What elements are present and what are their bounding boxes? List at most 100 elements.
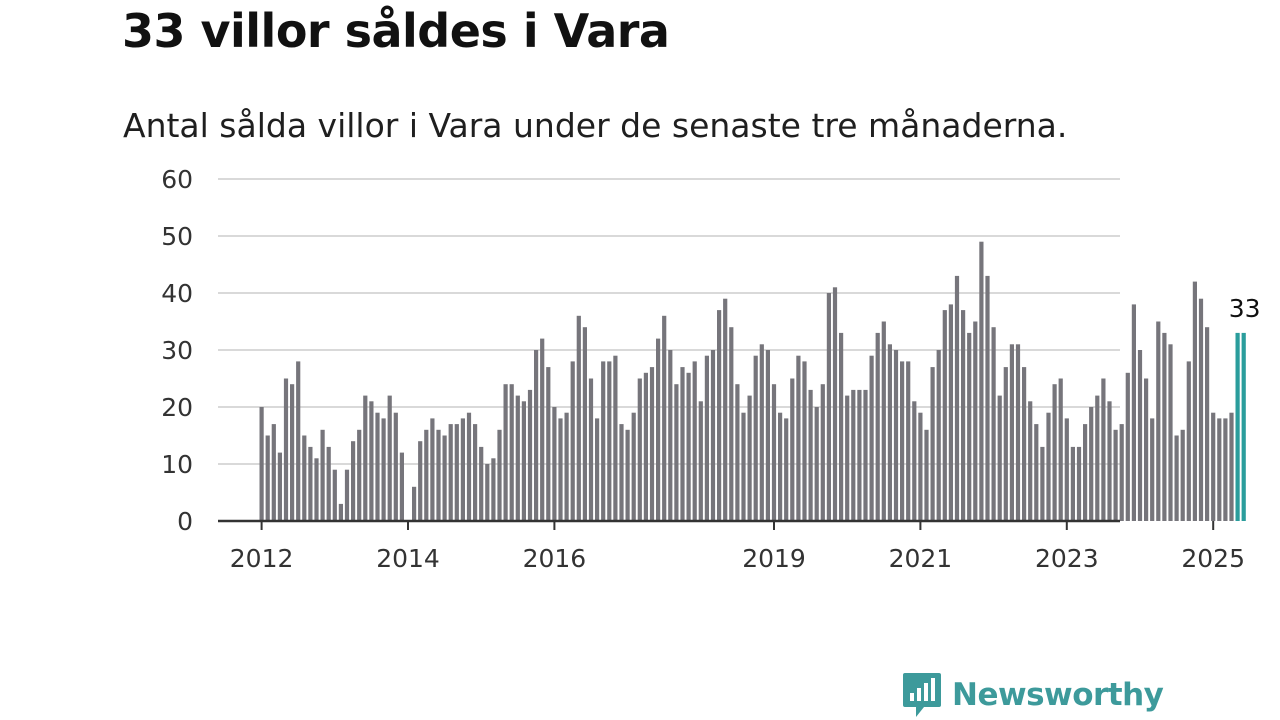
bar [283,378,289,521]
x-tick-label: 2014 [376,544,440,573]
bar [753,355,758,521]
bar [900,361,905,521]
bar [546,367,551,521]
bar [954,275,960,521]
bar [1107,401,1112,521]
bar [1119,424,1124,521]
bar [967,332,972,521]
y-tick-label: 10 [161,450,193,479]
bar [1009,344,1014,521]
bar [686,372,691,521]
bar [924,429,929,521]
bar [1113,429,1118,521]
bar [601,361,606,521]
bar [1168,344,1173,521]
bar [479,446,484,521]
bar [369,401,374,521]
bar [765,350,770,521]
bar [698,401,703,521]
bar [1125,372,1130,521]
bar [729,327,734,521]
bar [832,287,838,521]
bar [1040,446,1045,521]
bar [918,412,923,521]
bar [1144,378,1149,521]
newsworthy-logo: Newsworthy [902,671,1164,719]
bar [351,441,356,521]
bar [784,418,789,521]
chart-subtitle: Antal sålda villor i Vara under de senas… [123,106,1068,145]
bar [1217,418,1222,521]
bar [1131,304,1136,521]
bar [534,350,539,521]
bar [668,350,673,521]
bar [497,429,502,521]
bar [857,389,862,521]
bar [613,355,618,521]
bar [473,424,478,521]
bar [436,429,441,521]
bar [790,378,795,521]
bar [631,412,636,521]
bar [1174,435,1179,521]
bar [430,418,435,521]
bar [961,310,966,521]
bar [1015,344,1021,521]
x-tick-label: 2016 [523,544,587,573]
bar [808,389,813,521]
bar [582,327,587,521]
bar [643,372,648,521]
bar [320,429,325,521]
x-tick-label: 2025 [1181,544,1245,573]
bar [1162,332,1167,521]
bar [710,350,716,521]
bar [1192,281,1197,521]
bar [521,401,526,521]
bar [1058,378,1063,521]
bar [1028,401,1033,521]
x-tick-label: 2023 [1035,544,1099,573]
bar [1198,298,1204,521]
bar [302,435,307,521]
bar [290,384,295,521]
bar [1076,446,1082,521]
bar [741,412,746,521]
chart-title: 33 villor såldes i Vara [122,4,670,58]
bar [527,389,533,521]
y-tick-label: 60 [161,165,193,194]
bar [1052,384,1057,521]
bar [393,412,398,521]
bar [973,321,978,521]
bar [906,361,911,521]
bar [735,384,740,521]
bar [1095,395,1100,521]
bar [1229,412,1234,521]
bar [552,407,557,521]
bar [460,418,465,521]
bar [875,332,880,521]
bar [387,395,392,521]
bar [424,429,429,521]
bar [271,424,276,521]
bar [308,446,313,521]
bar [680,367,685,521]
bar [1083,424,1088,521]
bar [564,412,569,521]
bar [942,310,947,521]
bar [1186,361,1191,521]
bar [558,418,563,521]
bar [515,395,520,521]
x-tick-label: 2021 [889,544,953,573]
bar [1180,429,1185,521]
bar [265,435,270,521]
bar [1150,418,1155,521]
bar [485,464,490,521]
bar [619,424,624,521]
bar [912,401,917,521]
x-tick-label: 2019 [742,544,806,573]
bar [381,418,386,521]
bar [375,412,380,521]
bar-highlight [1241,332,1246,521]
bar [936,350,941,521]
